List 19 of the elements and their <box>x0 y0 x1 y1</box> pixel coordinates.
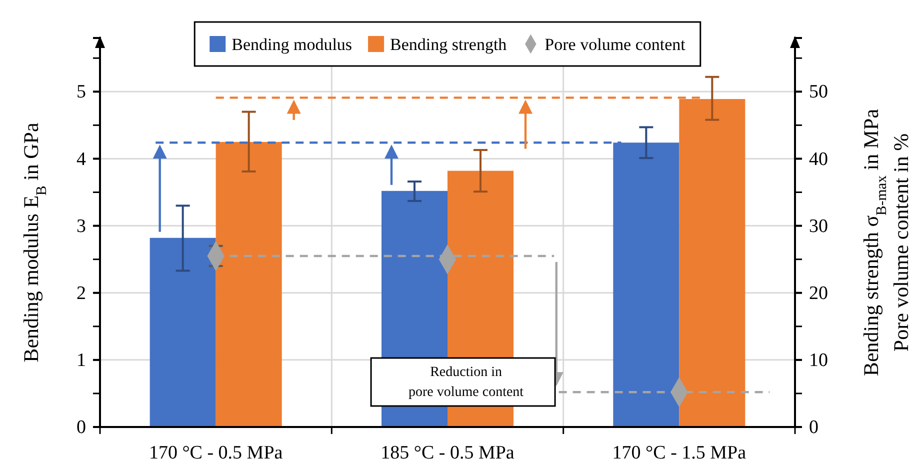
y2-tick-label: 20 <box>809 282 828 304</box>
y-tick-label: 5 <box>76 82 86 103</box>
y2-tick-label: 30 <box>809 216 828 237</box>
y-tick-label: 4 <box>76 148 86 170</box>
y-tick-label: 2 <box>76 282 86 304</box>
legend-label: Bending strength <box>390 34 508 54</box>
x-tick-label: 170 °C - 1.5 MPa <box>612 442 747 464</box>
x-tick-label: 185 °C - 0.5 MPa <box>380 442 515 464</box>
y2-tick-label: 50 <box>809 82 828 103</box>
y2-tick-label: 10 <box>809 350 828 372</box>
y-tick-label: 3 <box>76 216 86 237</box>
legend-label: Pore volume content <box>544 34 686 54</box>
y2-tick-label: 0 <box>809 417 818 438</box>
y-tick-label: 0 <box>76 417 86 438</box>
x-tick-label: 170 °C - 0.5 MPa <box>148 442 284 464</box>
annotation: Reduction in pore volume content <box>408 365 524 400</box>
legend-label: Bending modulus <box>232 34 352 54</box>
y-tick-label: 1 <box>76 350 86 372</box>
y2-tick-label: 40 <box>809 148 828 170</box>
